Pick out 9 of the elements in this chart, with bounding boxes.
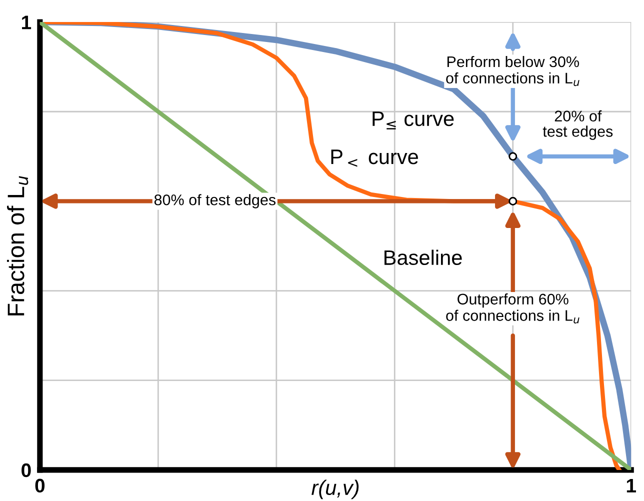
annotation: 80% of test edges [154,194,276,208]
annotation: 20% of test edges [542,110,613,140]
series-label: Baseline [384,250,462,266]
annotation: Perform below 30% of connections in L$_{u}$ [446,56,580,86]
series-label: P$_{<}$ curve [331,150,418,167]
x-axis-title: r(u,v) [312,480,359,500]
annotation: Outperform 60% of connections in L$_{u}$ [446,293,580,324]
y-axis-title: Fraction of L$_{u}$ [6,176,28,316]
series-label: P$_{≤}$ curve [372,112,454,130]
